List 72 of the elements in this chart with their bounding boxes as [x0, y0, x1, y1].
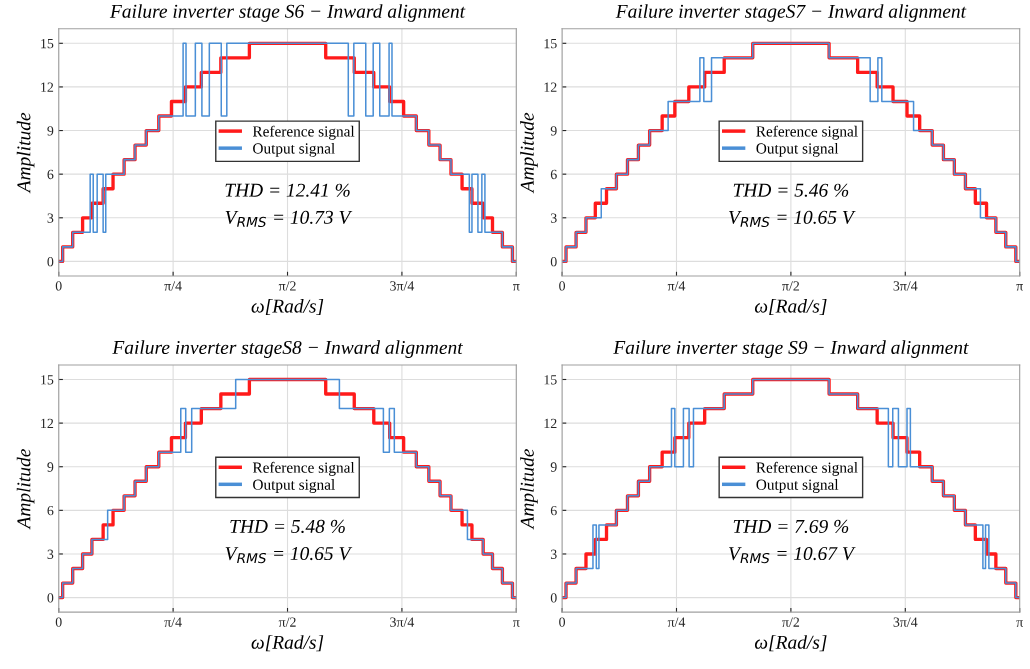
annotation: THD = 12.41 %: [225, 183, 350, 197]
y-tick-label: 3: [47, 549, 54, 559]
chart-title: Failure inverter stage S6 − Inward alignment: [109, 4, 466, 22]
chart-title: Failure inverter stageS7 − Inward alignment: [615, 4, 967, 22]
y-axis-title: Amplitude: [16, 112, 35, 194]
annotation: V$_{RMS}$ = 10.65 V: [729, 210, 856, 228]
y-tick-label: 0: [47, 593, 54, 603]
annotation: THD = 5.48 %: [230, 519, 345, 534]
y-tick-label: 9: [47, 126, 54, 136]
y-axis-title: Amplitude: [520, 112, 538, 194]
y-tick-label: 9: [550, 462, 557, 472]
x-tick-label: 3π/4: [390, 281, 415, 291]
y-tick-label: 6: [550, 505, 557, 516]
x-tick-label: 0: [559, 281, 566, 291]
annotation: V$_{RMS}$ = 10.65 V: [225, 546, 353, 564]
x-tick-label: π: [513, 620, 520, 627]
y-axis-title: Amplitude: [16, 449, 35, 530]
legend-label: Output signal: [253, 479, 335, 493]
x-axis-title: ω[Rad/s]: [754, 298, 827, 316]
y-tick-label: 0: [47, 257, 54, 267]
y-tick-label: 6: [550, 169, 557, 180]
x-tick-label: π/4: [667, 281, 686, 291]
x-tick-label: π: [513, 284, 520, 291]
y-tick-label: 12: [41, 418, 54, 428]
x-tick-label: π: [1016, 620, 1023, 627]
x-tick-label: π/2: [278, 281, 296, 291]
annotation: THD = 7.69 %: [733, 519, 849, 534]
x-tick-label: π/4: [164, 617, 182, 627]
x-axis-title: ω[Rad/s]: [251, 635, 324, 652]
x-axis-title: ω[Rad/s]: [251, 298, 324, 316]
legend-label: Reference signal: [756, 461, 858, 476]
y-tick-label: 6: [47, 169, 54, 180]
x-tick-label: 0: [55, 617, 62, 627]
y-tick-label: 12: [544, 82, 557, 92]
legend-label: Reference signal: [252, 125, 355, 140]
annotation: THD = 5.46 %: [733, 183, 849, 197]
y-tick-label: 12: [544, 418, 557, 428]
y-tick-label: 15: [41, 38, 54, 49]
y-tick-label: 9: [47, 462, 54, 472]
y-tick-label: 0: [550, 257, 557, 267]
legend-label: Output signal: [756, 479, 839, 493]
x-tick-label: π/2: [782, 617, 800, 627]
y-tick-label: 0: [550, 593, 557, 603]
x-tick-label: π/2: [278, 617, 296, 627]
legend-label: Output signal: [756, 142, 839, 157]
x-tick-label: π/2: [782, 281, 800, 291]
y-tick-label: 9: [550, 126, 557, 136]
legend-label: Output signal: [253, 142, 335, 157]
x-tick-label: 0: [559, 617, 566, 627]
chart-title: Failure inverter stageS8 − Inward alignment: [112, 340, 464, 358]
y-tick-label: 6: [47, 505, 54, 516]
y-tick-label: 3: [550, 213, 557, 223]
x-tick-label: π: [1016, 284, 1023, 291]
y-tick-label: 15: [544, 375, 557, 385]
legend-label: Reference signal: [252, 461, 355, 476]
y-tick-label: 15: [41, 375, 54, 385]
x-tick-label: 3π/4: [893, 281, 918, 291]
x-tick-label: π/4: [164, 281, 182, 291]
x-tick-label: 3π/4: [893, 617, 918, 627]
annotation: V$_{RMS}$ = 10.73 V: [225, 210, 353, 228]
x-tick-label: 0: [55, 281, 62, 291]
x-tick-label: 3π/4: [390, 617, 415, 627]
annotation: V$_{RMS}$ = 10.67 V: [729, 546, 856, 564]
y-tick-label: 3: [47, 213, 54, 223]
y-axis-title: Amplitude: [520, 449, 538, 530]
chart-title: Failure inverter stage S9 − Inward alignment: [613, 340, 969, 358]
x-axis-title: ω[Rad/s]: [754, 635, 827, 652]
y-tick-label: 15: [544, 38, 557, 49]
y-tick-label: 12: [41, 82, 54, 92]
legend-label: Reference signal: [756, 125, 858, 140]
y-tick-label: 3: [550, 549, 557, 559]
x-tick-label: π/4: [667, 617, 686, 627]
